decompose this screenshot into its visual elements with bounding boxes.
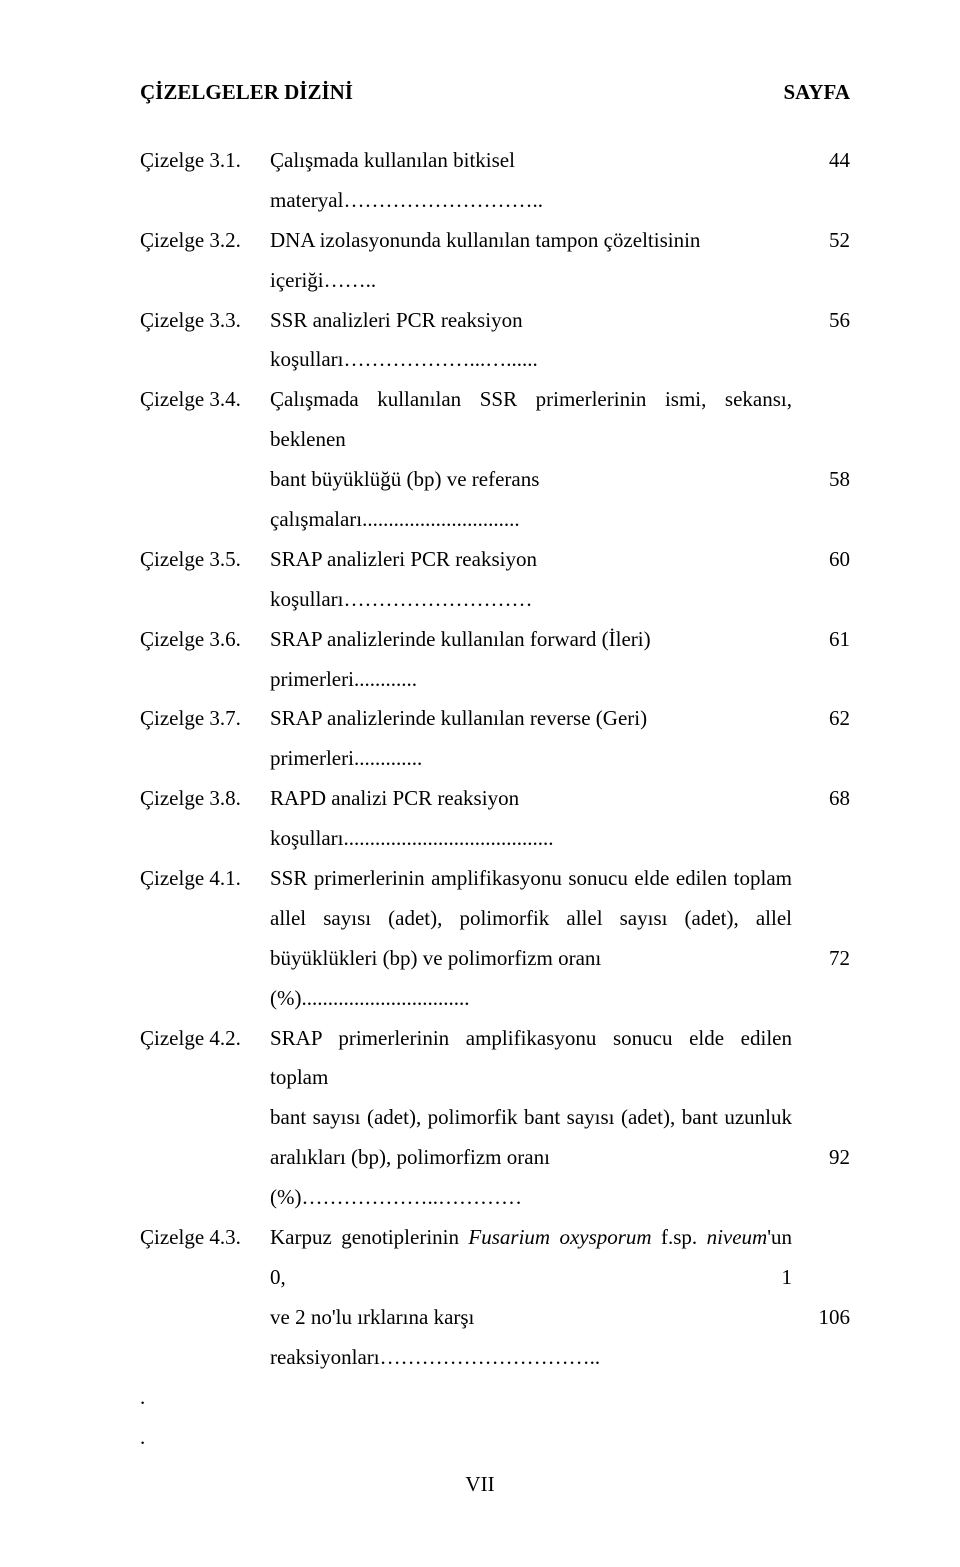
toc-entry-text: ve 2 no'lu ırklarına karşı reaksiyonları…: [270, 1298, 792, 1378]
toc-entry-page: 56: [792, 301, 850, 341]
toc-entry-text: SSR analizleri PCR reaksiyon koşulları………: [270, 301, 792, 381]
toc-entry-line: Karpuz genotiplerinin Fusarium oxysporum…: [270, 1218, 850, 1298]
toc-entry-page: 72: [792, 939, 850, 979]
toc-entry-body: Karpuz genotiplerinin Fusarium oxysporum…: [270, 1218, 850, 1378]
toc-entry-text: bant büyüklüğü (bp) ve referans çalışmal…: [270, 460, 792, 540]
toc-entry-page: 44: [792, 141, 850, 181]
toc-entry-page: 58: [792, 460, 850, 500]
toc-entry-label: Çizelge 3.1.: [140, 141, 270, 181]
toc-entry-text: Karpuz genotiplerinin Fusarium oxysporum…: [270, 1218, 792, 1298]
toc-entry-line: SSR analizleri PCR reaksiyon koşulları………: [270, 301, 850, 381]
toc-entry-text: SRAP analizlerinde kullanılan reverse (G…: [270, 699, 792, 779]
toc-entry-label: Çizelge 3.8.: [140, 779, 270, 819]
toc-entry-page: 106: [792, 1298, 850, 1338]
toc-entry-label: Çizelge 4.1.: [140, 859, 270, 899]
toc-entry-line: SRAP analizlerinde kullanılan forward (İ…: [270, 620, 850, 700]
toc-entry-label: Çizelge 3.3.: [140, 301, 270, 341]
toc-entry-page: 92: [792, 1138, 850, 1178]
toc-entry-text: Çalışmada kullanılan bitkisel materyal………: [270, 141, 792, 221]
toc-entry-body: SRAP primerlerinin amplifikasyonu sonucu…: [270, 1019, 850, 1218]
toc-entry-page: 52: [792, 221, 850, 261]
toc-entry-body: Çalışmada kullanılan SSR primerlerinin i…: [270, 380, 850, 540]
toc-entry-body: Çalışmada kullanılan bitkisel materyal………: [270, 141, 850, 221]
toc-entry: Çizelge 3.2.DNA izolasyonunda kullanılan…: [140, 221, 850, 301]
toc-entries: Çizelge 3.1.Çalışmada kullanılan bitkise…: [140, 141, 850, 1457]
toc-entry-label: Çizelge 3.6.: [140, 620, 270, 660]
page-number-footer: VII: [0, 1472, 960, 1497]
toc-entry: Çizelge 3.7.SRAP analizlerinde kullanıla…: [140, 699, 850, 779]
toc-entry: Çizelge 3.3.SSR analizleri PCR reaksiyon…: [140, 301, 850, 381]
toc-entry-line: Çalışmada kullanılan bitkisel materyal………: [270, 141, 850, 221]
toc-entry-line: SRAP analizlerinde kullanılan reverse (G…: [270, 699, 850, 779]
toc-entry-line: Çalışmada kullanılan SSR primerlerinin i…: [270, 380, 850, 460]
toc-entry-line: SRAP analizleri PCR reaksiyon koşulları……: [270, 540, 850, 620]
toc-entry: Çizelge 3.4.Çalışmada kullanılan SSR pri…: [140, 380, 850, 540]
trailing-dot: .: [140, 1418, 850, 1458]
toc-entry: Çizelge 3.6.SRAP analizlerinde kullanıla…: [140, 620, 850, 700]
toc-entry-label: Çizelge 4.2.: [140, 1019, 270, 1059]
toc-entry: Çizelge 4.2.SRAP primerlerinin amplifika…: [140, 1019, 850, 1218]
toc-entry-text: aralıkları (bp), polimorfizm oranı (%)………: [270, 1138, 792, 1218]
toc-entry-text: SRAP primerlerinin amplifikasyonu sonucu…: [270, 1019, 792, 1099]
toc-entry-text: SRAP analizlerinde kullanılan forward (İ…: [270, 620, 792, 700]
toc-entry: Çizelge 3.1.Çalışmada kullanılan bitkise…: [140, 141, 850, 221]
toc-entry-line: SRAP primerlerinin amplifikasyonu sonucu…: [270, 1019, 850, 1099]
toc-entry-body: DNA izolasyonunda kullanılan tampon çöze…: [270, 221, 850, 301]
toc-entry-label: Çizelge 4.3.: [140, 1218, 270, 1258]
toc-entry-line: ve 2 no'lu ırklarına karşı reaksiyonları…: [270, 1298, 850, 1378]
toc-entry-page: 68: [792, 779, 850, 819]
toc-entry-text: allel sayısı (adet), polimorfik allel sa…: [270, 899, 792, 939]
toc-entry: Çizelge 4.1.SSR primerlerinin amplifikas…: [140, 859, 850, 1019]
toc-entry-label: Çizelge 3.4.: [140, 380, 270, 420]
toc-entry-label: Çizelge 3.5.: [140, 540, 270, 580]
header-right: SAYFA: [783, 80, 850, 105]
toc-entry-text: DNA izolasyonunda kullanılan tampon çöze…: [270, 221, 792, 301]
toc-entry: Çizelge 3.5.SRAP analizleri PCR reaksiyo…: [140, 540, 850, 620]
toc-entry-line: büyüklükleri (bp) ve polimorfizm oranı (…: [270, 939, 850, 1019]
toc-entry-body: SRAP analizlerinde kullanılan reverse (G…: [270, 699, 850, 779]
toc-entry-body: SSR analizleri PCR reaksiyon koşulları………: [270, 301, 850, 381]
toc-entry-text: RAPD analizi PCR reaksiyon koşulları....…: [270, 779, 792, 859]
toc-entry: Çizelge 4.3.Karpuz genotiplerinin Fusari…: [140, 1218, 850, 1378]
toc-entry-body: SRAP analizlerinde kullanılan forward (İ…: [270, 620, 850, 700]
toc-entry-page: 60: [792, 540, 850, 580]
toc-entry-page: 62: [792, 699, 850, 739]
header-left: ÇİZELGELER DİZİNİ: [140, 80, 353, 105]
toc-entry-text: SRAP analizleri PCR reaksiyon koşulları……: [270, 540, 792, 620]
toc-entry-text: bant sayısı (adet), polimorfik bant sayı…: [270, 1098, 792, 1138]
toc-entry-page: 61: [792, 620, 850, 660]
toc-entry: Çizelge 3.8.RAPD analizi PCR reaksiyon k…: [140, 779, 850, 859]
toc-entry-text: SSR primerlerinin amplifikasyonu sonucu …: [270, 859, 792, 899]
toc-entry-line: bant büyüklüğü (bp) ve referans çalışmal…: [270, 460, 850, 540]
toc-entry-label: Çizelge 3.2.: [140, 221, 270, 261]
toc-entry-line: allel sayısı (adet), polimorfik allel sa…: [270, 899, 850, 939]
toc-entry-body: RAPD analizi PCR reaksiyon koşulları....…: [270, 779, 850, 859]
header-row: ÇİZELGELER DİZİNİ SAYFA: [140, 80, 850, 105]
page: ÇİZELGELER DİZİNİ SAYFA Çizelge 3.1.Çalı…: [0, 0, 960, 1567]
toc-entry-text: Çalışmada kullanılan SSR primerlerinin i…: [270, 380, 792, 460]
toc-entry-text: büyüklükleri (bp) ve polimorfizm oranı (…: [270, 939, 792, 1019]
toc-entry-body: SSR primerlerinin amplifikasyonu sonucu …: [270, 859, 850, 1019]
toc-entry-line: SSR primerlerinin amplifikasyonu sonucu …: [270, 859, 850, 899]
trailing-dot: .: [140, 1378, 850, 1418]
toc-entry-line: DNA izolasyonunda kullanılan tampon çöze…: [270, 221, 850, 301]
toc-entry-label: Çizelge 3.7.: [140, 699, 270, 739]
toc-entry-line: aralıkları (bp), polimorfizm oranı (%)………: [270, 1138, 850, 1218]
toc-entry-body: SRAP analizleri PCR reaksiyon koşulları……: [270, 540, 850, 620]
toc-entry-line: bant sayısı (adet), polimorfik bant sayı…: [270, 1098, 850, 1138]
toc-entry-line: RAPD analizi PCR reaksiyon koşulları....…: [270, 779, 850, 859]
